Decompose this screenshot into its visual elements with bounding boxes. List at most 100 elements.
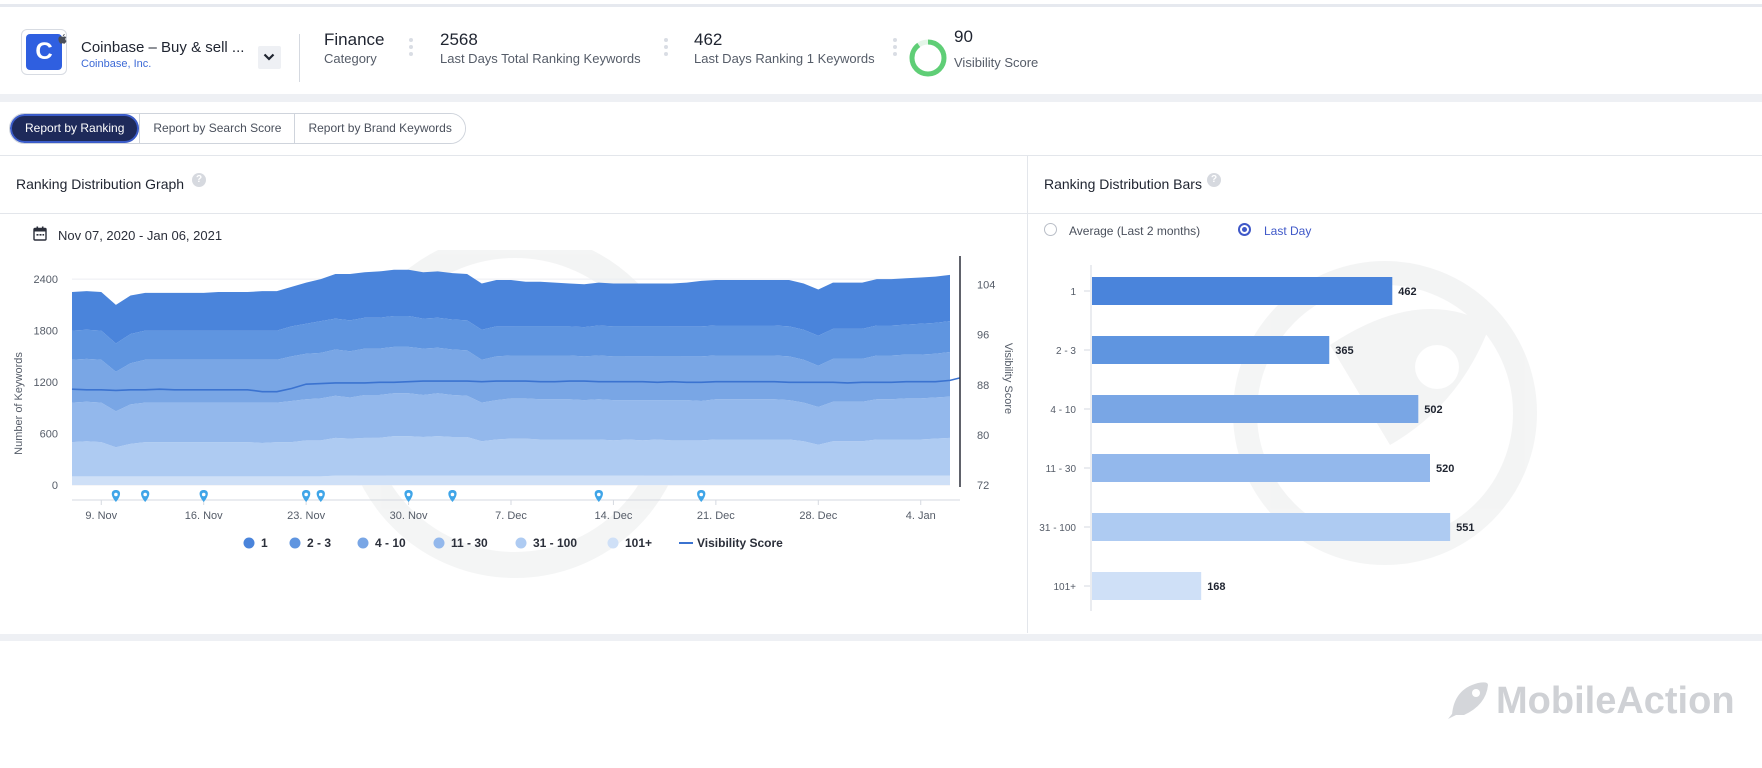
radio-average-label[interactable]: Average (Last 2 months) bbox=[1069, 224, 1201, 238]
tab-report-by-ranking[interactable]: Report by Ranking bbox=[10, 114, 140, 143]
panel-header-border bbox=[0, 213, 1762, 214]
chevron-down-icon bbox=[263, 53, 275, 61]
event-marker-dot bbox=[114, 492, 118, 497]
y2-tick-label: 80 bbox=[977, 430, 989, 442]
y2-axis-title: Visibility Score bbox=[1002, 343, 1014, 414]
app-switcher-button[interactable] bbox=[258, 46, 281, 69]
area-series-4-10 bbox=[72, 346, 950, 412]
bar-category-label: 4 - 10 bbox=[1050, 405, 1076, 416]
x-tick-label: 14. Dec bbox=[594, 510, 632, 522]
tab-report-by-search-score[interactable]: Report by Search Score bbox=[139, 114, 295, 143]
y2-tick-label: 96 bbox=[977, 330, 989, 342]
event-marker-dot bbox=[318, 492, 323, 497]
bar-category-label: 31 - 100 bbox=[1039, 523, 1076, 534]
radio-average[interactable] bbox=[1044, 223, 1057, 236]
bar-category-label: 11 - 30 bbox=[1046, 464, 1077, 475]
legend-swatch bbox=[433, 537, 445, 549]
mobileaction-logo: MobileAction bbox=[1448, 680, 1735, 722]
y-axis-title: Number of Keywords bbox=[13, 352, 25, 455]
x-tick-label: 23. Nov bbox=[287, 510, 325, 522]
help-icon[interactable]: ? bbox=[192, 173, 206, 187]
bar-value-label: 365 bbox=[1335, 345, 1353, 357]
chart-legend: 1 2 - 3 4 - 10 11 - 30 31 - 100 101+ Visibilit… bbox=[243, 536, 783, 550]
ranking-distribution-chart: 0 600 1200 1800 2400 72 80 88 96 104 9. Nov 16. Nov… bbox=[13, 250, 1014, 578]
legend-label: 1 bbox=[261, 536, 268, 550]
area-series-1 bbox=[72, 269, 950, 344]
y2-tick-label: 72 bbox=[977, 480, 989, 492]
bar-value-label: 462 bbox=[1398, 286, 1416, 298]
app-name: Coinbase – Buy & sell ... bbox=[81, 39, 245, 56]
event-marker-dot bbox=[450, 492, 455, 497]
app-icon[interactable]: C bbox=[21, 29, 67, 75]
divider-dots bbox=[893, 38, 899, 60]
calendar-icon[interactable] bbox=[33, 226, 47, 241]
bar-2-3 bbox=[1092, 336, 1330, 364]
x-tick-label: 30. Nov bbox=[390, 510, 428, 522]
brand-name: MobileAction bbox=[1496, 680, 1735, 722]
legend-swatch bbox=[515, 537, 527, 549]
app-summary-bar: C Coinbase – Buy & sell ... Coinbase, In… bbox=[0, 8, 1762, 94]
bar-1 bbox=[1092, 277, 1393, 305]
total-keywords-label: Last Days Total Ranking Keywords bbox=[440, 51, 641, 66]
x-tick-label: 21. Dec bbox=[697, 510, 735, 522]
bar-category-label: 1 bbox=[1070, 287, 1076, 298]
help-icon[interactable]: ? bbox=[1207, 173, 1221, 187]
x-tick-label: 7. Dec bbox=[495, 510, 527, 522]
panel-divider bbox=[1027, 155, 1028, 633]
chart-event-markers bbox=[111, 490, 706, 502]
rank1-keywords-label: Last Days Ranking 1 Keywords bbox=[694, 51, 875, 66]
legend-swatch bbox=[607, 537, 619, 549]
report-tabs: Report by Ranking Report by Search Score… bbox=[9, 113, 466, 144]
event-marker-dot bbox=[699, 492, 704, 497]
apple-icon bbox=[58, 34, 67, 44]
area-series-2-3 bbox=[72, 316, 950, 372]
visibility-score-label: Visibility Score bbox=[954, 55, 1039, 70]
bar-value-label: 520 bbox=[1436, 463, 1454, 475]
bar-category-label: 2 - 3 bbox=[1056, 346, 1076, 357]
x-tick-label: 9. Nov bbox=[85, 510, 117, 522]
area-series-31-100 bbox=[72, 436, 950, 477]
panel-top-border bbox=[0, 155, 1762, 156]
chart-area-series bbox=[72, 269, 950, 485]
event-marker-dot bbox=[406, 492, 411, 497]
divider-dots bbox=[664, 38, 670, 60]
legend-label: 4 - 10 bbox=[375, 536, 406, 550]
ranking-graph-title: Ranking Distribution Graph bbox=[16, 176, 185, 192]
bar-11-30 bbox=[1092, 454, 1430, 482]
category-value: Finance bbox=[324, 30, 385, 49]
divider-dots bbox=[409, 38, 415, 60]
radio-last-day-label[interactable]: Last Day bbox=[1264, 224, 1312, 238]
chart-visibility-line bbox=[71, 377, 961, 393]
radio-last-day[interactable] bbox=[1238, 223, 1251, 236]
legend-label: 11 - 30 bbox=[451, 536, 488, 550]
rank1-keywords-value: 462 bbox=[694, 30, 723, 49]
ranking-distribution-bars: 1 462 2 - 3 365 4 - 10 502 11 - 30 520 31 - 100 5… bbox=[1039, 261, 1537, 611]
area-series-101+ bbox=[72, 475, 950, 485]
y-tick-label: 0 bbox=[52, 480, 58, 492]
event-marker-dot bbox=[143, 492, 147, 497]
visibility-score-ring bbox=[909, 39, 947, 77]
rocket-icon bbox=[1448, 682, 1488, 719]
legend-label: 31 - 100 bbox=[533, 536, 577, 550]
event-marker-dot bbox=[201, 492, 206, 497]
x-tick-label: 16. Nov bbox=[185, 510, 223, 522]
x-tick-label: 28. Dec bbox=[799, 510, 837, 522]
section-separator bbox=[0, 94, 1762, 102]
legend-label: 101+ bbox=[625, 536, 652, 550]
date-range-picker[interactable]: Nov 07, 2020 - Jan 06, 2021 bbox=[58, 228, 223, 243]
tab-report-by-brand-keywords[interactable]: Report by Brand Keywords bbox=[294, 114, 465, 143]
top-border bbox=[0, 4, 1762, 7]
y2-tick-label: 104 bbox=[977, 280, 995, 292]
section-separator bbox=[0, 634, 1762, 641]
app-icon-letter: C bbox=[26, 34, 62, 70]
bar-value-label: 168 bbox=[1207, 581, 1225, 593]
app-developer-link[interactable]: Coinbase, Inc. bbox=[81, 58, 152, 70]
event-marker-dot bbox=[304, 492, 308, 497]
summary-divider bbox=[299, 34, 300, 82]
visibility-score-value: 90 bbox=[954, 27, 973, 46]
bar-series: 1 462 2 - 3 365 4 - 10 502 11 - 30 520 31 - 100 5… bbox=[1039, 265, 1475, 611]
total-keywords-value: 2568 bbox=[440, 30, 478, 49]
legend-swatch bbox=[243, 537, 255, 549]
category-label: Category bbox=[324, 51, 377, 66]
y-tick-label: 2400 bbox=[34, 274, 58, 286]
